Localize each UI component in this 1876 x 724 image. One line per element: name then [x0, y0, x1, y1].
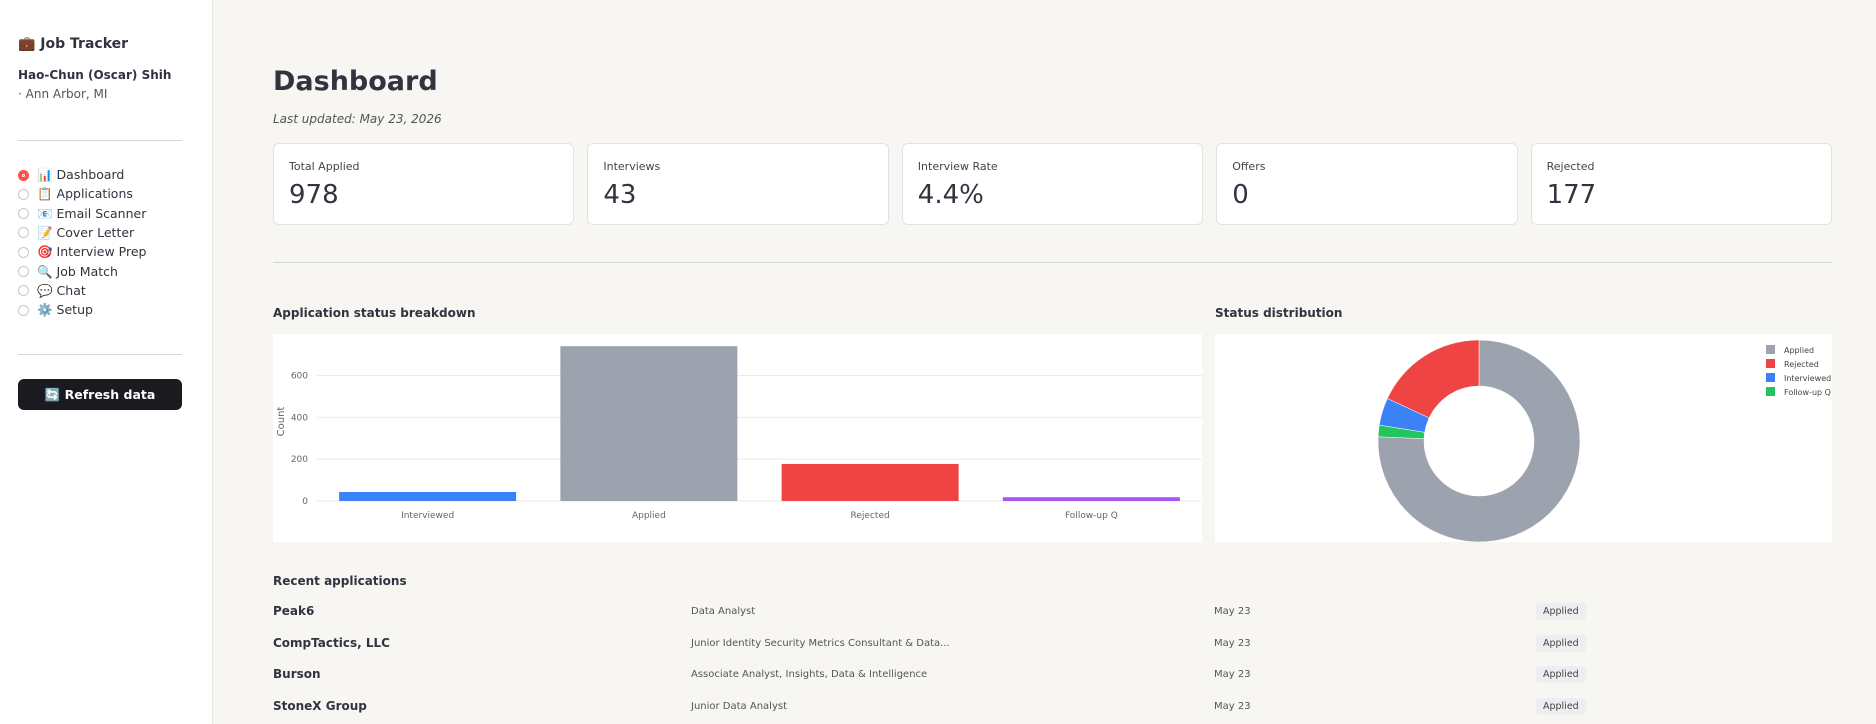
nav-label: 📧 Email Scanner [37, 205, 147, 221]
radio[interactable] [18, 246, 29, 258]
nav-item[interactable]: 📋 Applications [18, 186, 133, 202]
nav-item[interactable]: 📊 Dashboard [18, 167, 124, 183]
status: Applied [1536, 697, 1586, 715]
legend-swatch [1766, 359, 1775, 368]
metric-value: 177 [1546, 180, 1597, 210]
metric-value: 978 [289, 180, 339, 210]
legend-label: Follow-up Q [1784, 388, 1831, 397]
bar [560, 346, 738, 501]
y-axis-label: Count [276, 407, 287, 437]
role: Junior Data Analyst [691, 700, 788, 712]
nav-label: 📋 Applications [37, 186, 133, 202]
app-title: 💼 Job Tracker [18, 36, 129, 52]
metric-card: Interviews 43 [587, 143, 889, 225]
x-tick-label: Follow-up Q [1065, 511, 1118, 521]
role: Associate Analyst, Insights, Data & Inte… [691, 669, 928, 680]
metric-card: Interview Rate 4.4% [901, 143, 1204, 225]
status: Applied [1536, 603, 1586, 620]
section-title: Recent applications [273, 574, 407, 588]
pie-slice [1378, 398, 1430, 433]
pie-chart: Applied Rejected Interviewed Follow-up Q [1215, 334, 1832, 542]
date: May 23 [1214, 700, 1251, 712]
date: May 23 [1214, 669, 1251, 680]
x-tick-label: Applied [632, 511, 666, 521]
divider [18, 354, 182, 355]
role: Data Analyst [691, 606, 756, 617]
company: StoneX Group [273, 698, 367, 713]
nav-item[interactable]: 📝 Cover Letter [18, 225, 134, 241]
radio[interactable] [18, 208, 29, 220]
metric-label: Total Applied [289, 160, 360, 173]
nav-label: 🔍 Job Match [37, 263, 118, 279]
bar [339, 492, 517, 501]
nav-item[interactable]: 🔍 Job Match [18, 264, 118, 280]
nav-item[interactable]: 📧 Email Scanner [18, 206, 146, 222]
radio[interactable] [18, 188, 29, 200]
metric-card: Total Applied 978 [273, 143, 575, 225]
radio[interactable] [18, 169, 29, 181]
bar [781, 463, 959, 501]
page-title: Dashboard [273, 66, 438, 97]
divider [273, 262, 1832, 263]
user-name: Hao-Chun (Oscar) Shih [18, 68, 172, 82]
x-tick-label: Interviewed [401, 511, 454, 521]
date: May 23 [1214, 637, 1251, 649]
metric-label: Interviews [603, 160, 661, 173]
company: Burson [273, 667, 321, 681]
company: CompTactics, LLC [273, 635, 390, 650]
y-tick-label: 200 [291, 455, 308, 465]
legend-swatch [1766, 345, 1775, 354]
metric-label: Rejected [1546, 160, 1595, 173]
metric-card: Rejected 177 [1530, 143, 1832, 225]
nav-label: 🎯 Interview Prep [37, 244, 147, 260]
nav-label: 💬 Chat [37, 282, 86, 298]
metric-label: Offers [1232, 160, 1266, 173]
radio[interactable] [18, 304, 29, 316]
bar-chart: 0 200 400 600 Count Interviewed Applied Rejecte… [273, 334, 1202, 542]
legend-label: Interviewed [1784, 374, 1831, 383]
nav-label: 📝 Cover Letter [37, 224, 135, 240]
status: Applied [1536, 634, 1586, 652]
status: Applied [1536, 666, 1586, 683]
metric-value: 43 [603, 180, 637, 210]
company: Peak6 [273, 604, 315, 618]
radio[interactable] [18, 227, 29, 239]
refresh-button[interactable]: 🔄 Refresh data [18, 379, 182, 410]
y-tick-label: 600 [291, 371, 308, 381]
metric-card: Offers 0 [1216, 143, 1518, 225]
y-tick-label: 0 [302, 497, 308, 507]
date: May 23 [1214, 606, 1251, 617]
metric-value: 0 [1232, 180, 1249, 210]
metric-value: 4.4% [917, 180, 984, 210]
nav-label: ⚙️ Setup [37, 302, 93, 318]
legend-label: Rejected [1784, 360, 1819, 369]
nav-label: 📊 Dashboard [37, 167, 125, 182]
legend-swatch [1766, 373, 1775, 382]
x-tick-label: Rejected [851, 511, 890, 521]
pie-slice [1377, 424, 1425, 439]
pie-slice [1387, 339, 1480, 419]
legend-swatch [1766, 387, 1775, 396]
nav-item[interactable]: ⚙️ Setup [18, 302, 93, 318]
legend-label: Applied [1784, 346, 1814, 355]
y-tick-label: 400 [291, 413, 308, 423]
user-info: Hao-Chun (Oscar) Shih · Ann Arbor, MI [18, 66, 178, 104]
pie-slice [1377, 339, 1581, 542]
role: Junior Identity Security Metrics Consult… [691, 637, 950, 649]
chart-title: Status distribution [1215, 306, 1343, 320]
sidebar: 💼 Job Tracker Hao-Chun (Oscar) Shih · An… [0, 0, 213, 724]
user-location: · Ann Arbor, MI [18, 87, 108, 101]
radio[interactable] [18, 266, 29, 277]
metric-label: Interview Rate [917, 160, 998, 173]
bar [1002, 497, 1180, 501]
chart-title: Application status breakdown [273, 306, 476, 320]
nav-item[interactable]: 💬 Chat [18, 283, 86, 299]
last-updated: Last updated: May 23, 2026 [273, 112, 442, 126]
radio[interactable] [18, 285, 29, 297]
divider [18, 140, 182, 141]
nav-item[interactable]: 🎯 Interview Prep [18, 244, 146, 260]
